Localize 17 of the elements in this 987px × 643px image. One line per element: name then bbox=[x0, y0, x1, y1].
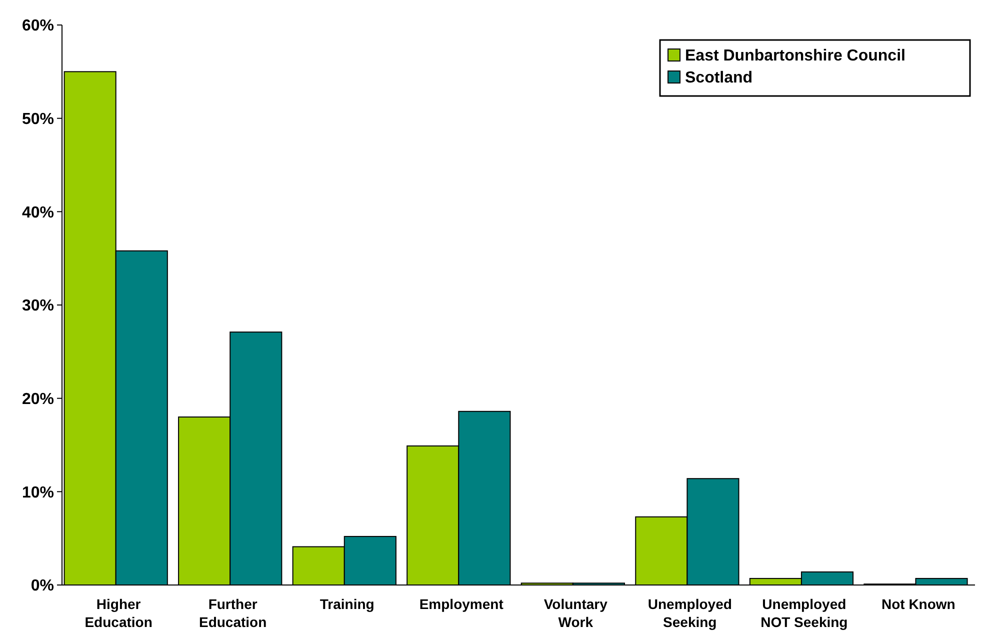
legend-label: East Dunbartonshire Council bbox=[685, 48, 906, 65]
x-tick-label: Higher Education bbox=[84, 596, 152, 630]
y-tick-label: 10% bbox=[22, 484, 54, 502]
x-tick-label: Unemployed Seeking bbox=[648, 596, 732, 630]
x-tick-label: Further Education bbox=[198, 596, 267, 630]
x-tick-label: Voluntary Work bbox=[544, 596, 608, 630]
x-tick-label: Unemployed NOT Seeking bbox=[760, 596, 848, 630]
legend-label: Scotland bbox=[685, 70, 753, 87]
x-tick-label: Not Known bbox=[882, 596, 956, 612]
y-tick-label: 20% bbox=[22, 390, 54, 408]
y-tick-label: 50% bbox=[22, 110, 54, 128]
y-tick-label: 40% bbox=[22, 204, 54, 222]
x-tick-label: Training bbox=[320, 596, 374, 612]
y-tick-label: 0% bbox=[30, 578, 54, 595]
x-tick-label: Employment bbox=[419, 596, 504, 612]
y-tick-label: 30% bbox=[22, 298, 54, 315]
y-tick-label: 60% bbox=[22, 18, 54, 35]
